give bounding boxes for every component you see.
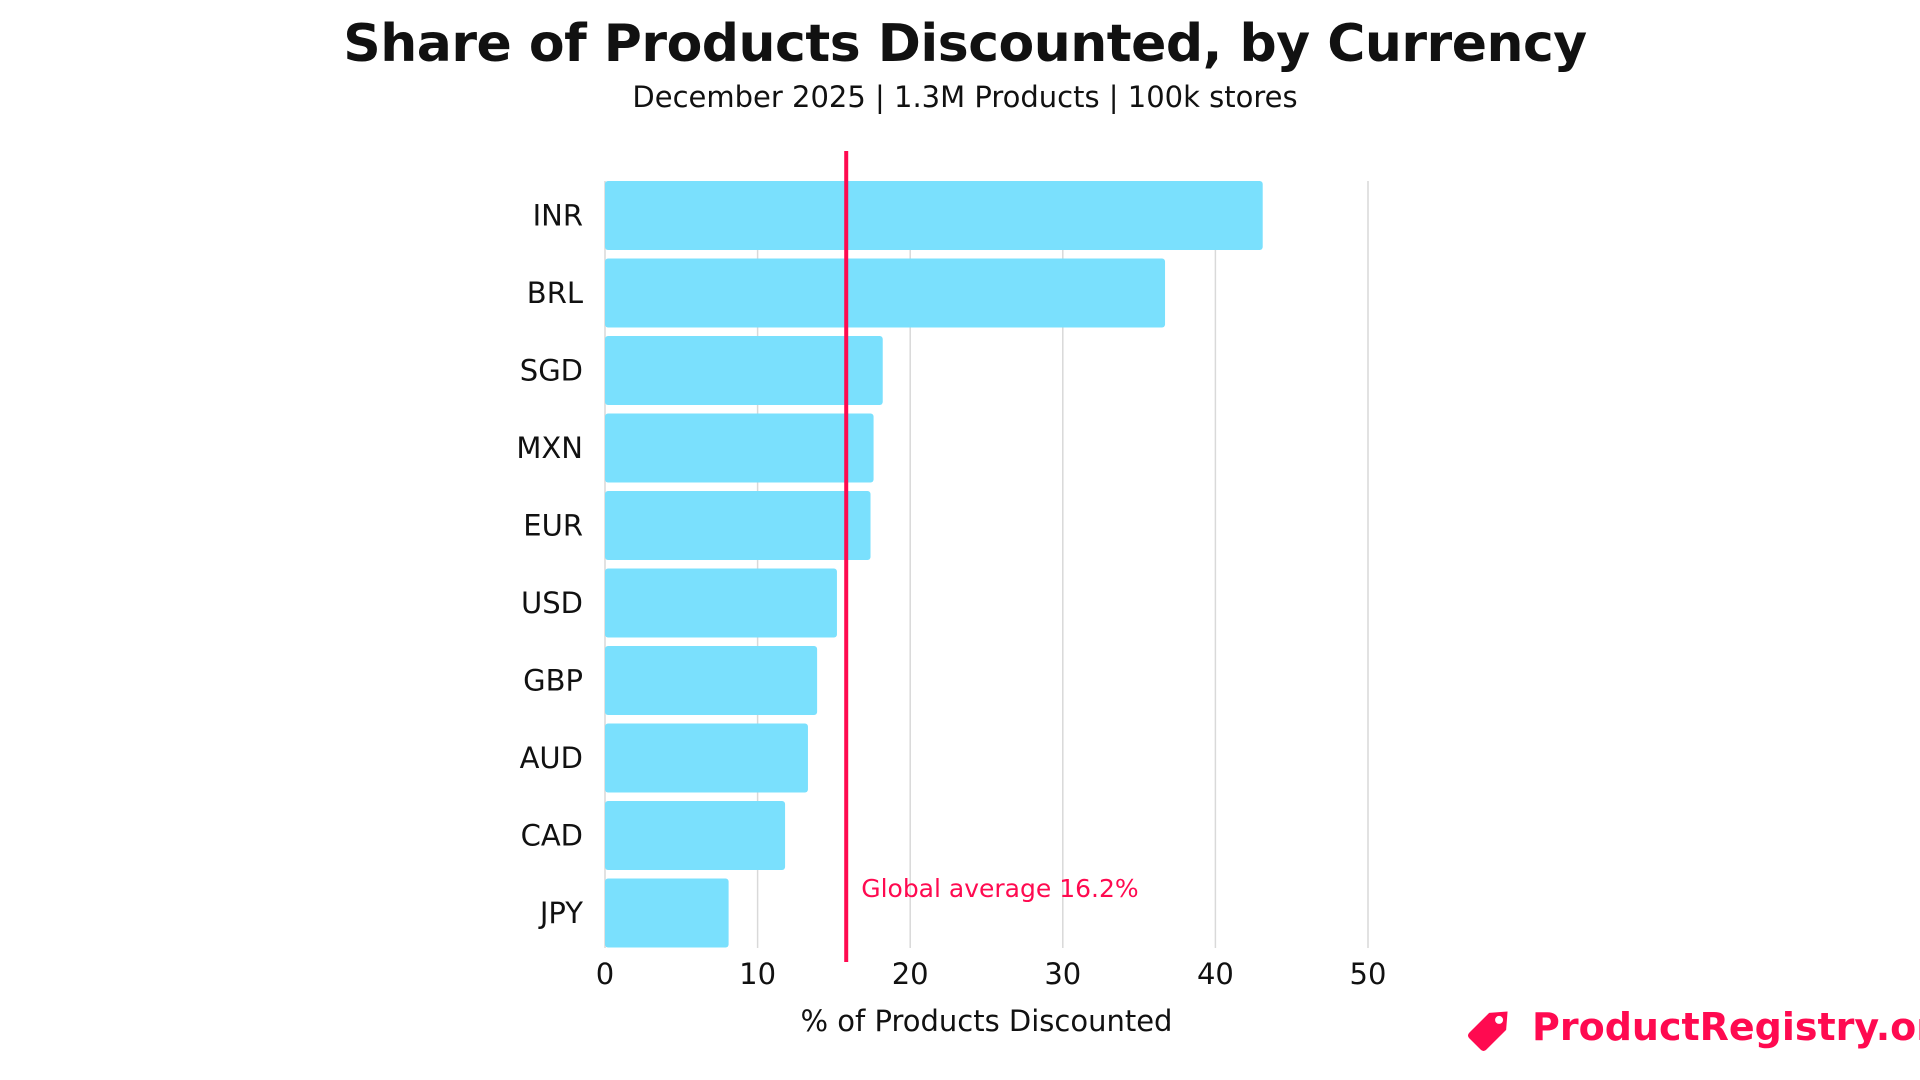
bar-mxn <box>605 413 874 483</box>
y-tick-label: MXN <box>516 431 583 465</box>
x-tick-label: 40 <box>1197 957 1234 991</box>
x-tick-label: 30 <box>1044 957 1081 991</box>
bar-eur <box>605 491 871 560</box>
bar-aud <box>605 723 808 793</box>
y-tick-label: EUR <box>523 509 583 543</box>
y-tick-label: JPY <box>538 896 583 930</box>
y-tick-label: BRL <box>527 276 583 310</box>
bar-brl <box>605 258 1166 328</box>
y-tick-label: GBP <box>523 664 583 698</box>
x-tick-label: 10 <box>739 957 776 991</box>
x-tick-label: 20 <box>892 957 929 991</box>
y-tick-label: SGD <box>520 354 583 388</box>
price-tag-icon <box>1467 1011 1508 1052</box>
brand-logo-text: ProductRegistry.org <box>1532 1005 1920 1049</box>
y-tick-label: INR <box>533 199 583 233</box>
chart-title: Share of Products Discounted, by Currenc… <box>343 14 1587 74</box>
bar-cad <box>605 801 786 870</box>
x-axis-label: % of Products Discounted <box>801 1004 1173 1038</box>
bar-sgd <box>605 336 883 405</box>
y-tick-label: AUD <box>520 741 583 775</box>
bar-inr <box>605 181 1263 250</box>
x-tick-label: 0 <box>596 957 614 991</box>
bar-gbp <box>605 646 818 715</box>
y-tick-label: CAD <box>521 819 583 853</box>
brand-logo: ProductRegistry.org <box>1462 997 1920 1057</box>
bar-usd <box>605 568 837 638</box>
x-tick-label: 50 <box>1350 957 1387 991</box>
bar-jpy <box>605 878 729 948</box>
y-tick-label: USD <box>521 586 583 620</box>
chart-subtitle: December 2025 | 1.3M Products | 100k sto… <box>632 80 1298 114</box>
average-label: Global average 16.2% <box>861 874 1138 903</box>
